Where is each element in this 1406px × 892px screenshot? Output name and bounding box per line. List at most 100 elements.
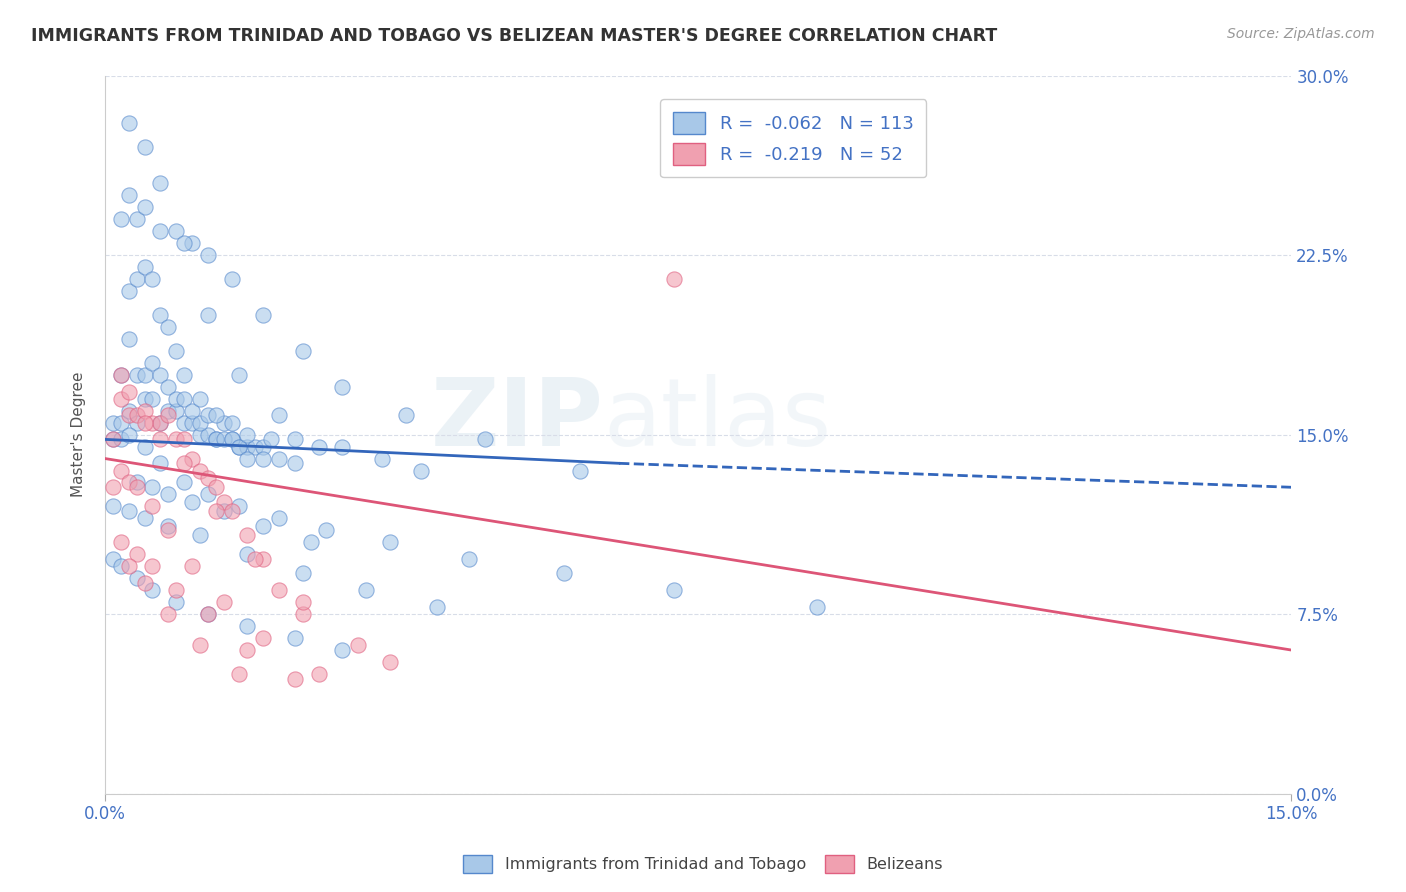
Point bbox=[197, 607, 219, 621]
Point bbox=[267, 451, 290, 466]
Point bbox=[157, 487, 180, 501]
Point bbox=[188, 638, 211, 652]
Point bbox=[118, 427, 141, 442]
Point bbox=[110, 463, 132, 477]
Point bbox=[474, 433, 496, 447]
Point bbox=[188, 427, 211, 442]
Point bbox=[173, 433, 195, 447]
Point bbox=[221, 504, 243, 518]
Point bbox=[110, 368, 132, 382]
Point bbox=[284, 456, 307, 470]
Point bbox=[181, 236, 204, 251]
Point bbox=[141, 480, 163, 494]
Point bbox=[221, 272, 243, 286]
Point bbox=[197, 308, 219, 322]
Point bbox=[118, 188, 141, 202]
Point bbox=[149, 224, 172, 238]
Point bbox=[101, 433, 124, 447]
Point bbox=[134, 140, 156, 154]
Point bbox=[134, 403, 156, 417]
Point bbox=[125, 272, 148, 286]
Point bbox=[188, 416, 211, 430]
Point bbox=[141, 356, 163, 370]
Point bbox=[228, 368, 250, 382]
Point bbox=[197, 607, 219, 621]
Point bbox=[181, 416, 204, 430]
Point bbox=[157, 518, 180, 533]
Point bbox=[236, 619, 259, 633]
Text: Source: ZipAtlas.com: Source: ZipAtlas.com bbox=[1227, 27, 1375, 41]
Point bbox=[236, 427, 259, 442]
Point bbox=[110, 559, 132, 574]
Point bbox=[204, 480, 226, 494]
Point bbox=[165, 595, 187, 609]
Point bbox=[181, 494, 204, 508]
Point bbox=[101, 416, 124, 430]
Point bbox=[426, 599, 449, 614]
Point bbox=[157, 319, 180, 334]
Point bbox=[228, 440, 250, 454]
Point bbox=[118, 403, 141, 417]
Point bbox=[291, 343, 314, 358]
Point bbox=[181, 403, 204, 417]
Point bbox=[134, 260, 156, 274]
Point bbox=[149, 456, 172, 470]
Point bbox=[188, 392, 211, 406]
Point bbox=[157, 380, 180, 394]
Point bbox=[221, 433, 243, 447]
Point bbox=[101, 480, 124, 494]
Point bbox=[236, 528, 259, 542]
Text: IMMIGRANTS FROM TRINIDAD AND TOBAGO VS BELIZEAN MASTER'S DEGREE CORRELATION CHAR: IMMIGRANTS FROM TRINIDAD AND TOBAGO VS B… bbox=[31, 27, 997, 45]
Point bbox=[165, 433, 187, 447]
Point bbox=[134, 440, 156, 454]
Point bbox=[228, 440, 250, 454]
Point bbox=[118, 384, 141, 399]
Point bbox=[173, 416, 195, 430]
Point bbox=[188, 528, 211, 542]
Point bbox=[228, 667, 250, 681]
Point bbox=[308, 440, 330, 454]
Point bbox=[299, 535, 322, 549]
Point bbox=[118, 504, 141, 518]
Point bbox=[173, 456, 195, 470]
Point bbox=[141, 559, 163, 574]
Point bbox=[221, 416, 243, 430]
Point bbox=[204, 409, 226, 423]
Point bbox=[308, 667, 330, 681]
Point bbox=[197, 487, 219, 501]
Point bbox=[347, 638, 370, 652]
Point bbox=[181, 451, 204, 466]
Text: atlas: atlas bbox=[603, 375, 831, 467]
Point bbox=[125, 212, 148, 227]
Point bbox=[457, 552, 479, 566]
Point bbox=[221, 433, 243, 447]
Point bbox=[284, 631, 307, 645]
Point bbox=[354, 583, 377, 598]
Text: ZIP: ZIP bbox=[430, 375, 603, 467]
Point bbox=[157, 403, 180, 417]
Point bbox=[141, 500, 163, 514]
Point bbox=[212, 416, 235, 430]
Point bbox=[125, 368, 148, 382]
Point bbox=[267, 511, 290, 525]
Point bbox=[315, 524, 337, 538]
Point bbox=[394, 409, 416, 423]
Point bbox=[411, 463, 433, 477]
Point bbox=[165, 224, 187, 238]
Point bbox=[134, 368, 156, 382]
Point bbox=[165, 583, 187, 598]
Point bbox=[118, 284, 141, 298]
Point bbox=[236, 440, 259, 454]
Point bbox=[252, 308, 274, 322]
Y-axis label: Master's Degree: Master's Degree bbox=[72, 372, 86, 498]
Point bbox=[141, 392, 163, 406]
Point bbox=[110, 368, 132, 382]
Point bbox=[188, 463, 211, 477]
Point bbox=[149, 433, 172, 447]
Point bbox=[118, 559, 141, 574]
Point bbox=[141, 583, 163, 598]
Point bbox=[125, 480, 148, 494]
Point bbox=[118, 332, 141, 346]
Point bbox=[267, 583, 290, 598]
Point bbox=[157, 607, 180, 621]
